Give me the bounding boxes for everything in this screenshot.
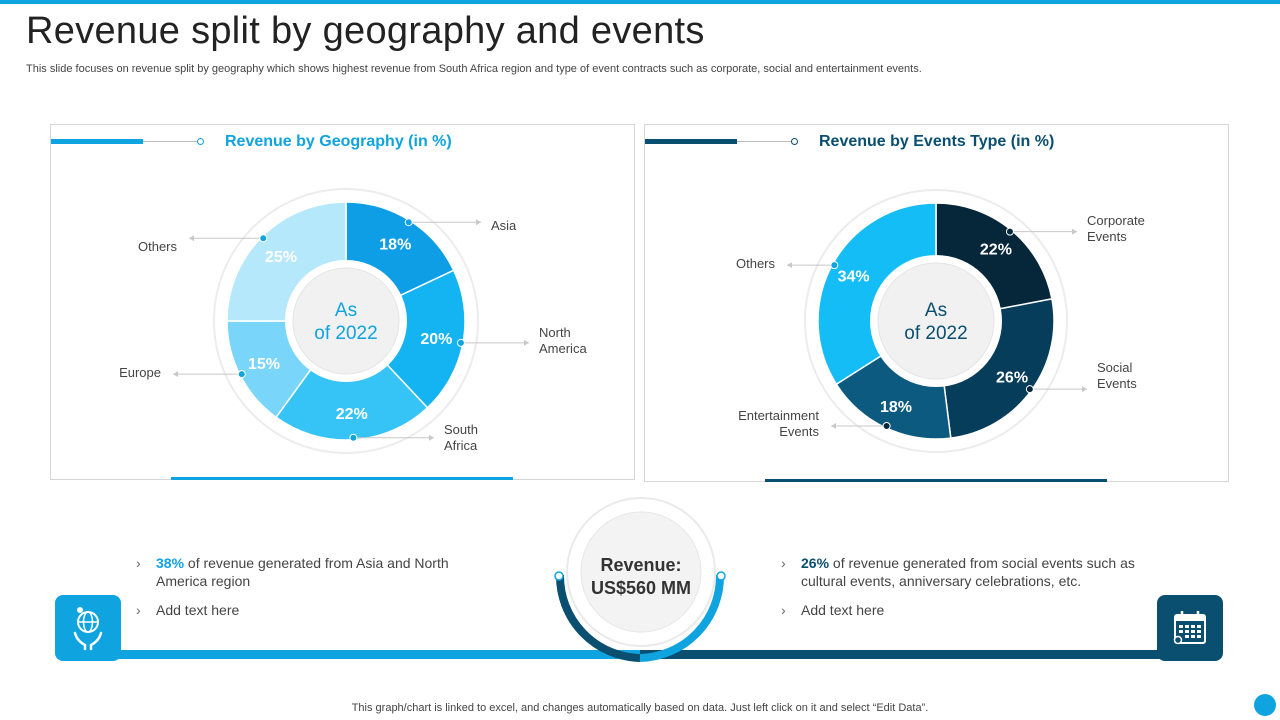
bottom-connector-graphic — [110, 497, 1170, 662]
footer-note: This graph/chart is linked to excel, and… — [351, 702, 929, 714]
callout-dot-others — [259, 234, 268, 243]
corner-dot — [1254, 694, 1276, 716]
callout-arrow-entertainment-events — [831, 422, 836, 429]
left-bullet-1-highlight: 38% — [156, 555, 185, 571]
slice-value-south-africa: 22% — [336, 406, 368, 423]
globe-hands-icon — [73, 607, 103, 651]
callout-dot-north-america — [456, 338, 465, 347]
globe-icon-box — [55, 595, 121, 661]
donut-center-label-2: of 2022 — [904, 323, 967, 344]
callout-arrow-asia — [476, 219, 481, 226]
callout-dot-asia — [404, 218, 413, 227]
chevron-right-icon: › — [781, 602, 786, 618]
callout-dot-social-events — [1025, 385, 1034, 394]
geography-panel: Revenue by Geography (in %) 18% Asia 20% No… — [50, 124, 635, 480]
left-bullet-2: › Add text here — [136, 601, 456, 619]
geography-donut-chart[interactable]: 18% Asia 20% North America 22% South Africa 15% E… — [51, 125, 636, 481]
category-label-entertainment-events: Entertainment Events — [738, 408, 819, 439]
center-revenue-label-line2: US$560 MM — [590, 578, 692, 598]
calendar-icon-box — [1157, 595, 1223, 661]
slice-value-others: 34% — [838, 269, 870, 286]
slice-value-asia: 18% — [379, 236, 411, 253]
callout-arrow-south-africa — [429, 434, 434, 441]
donut-center-label-1: As — [925, 300, 947, 321]
slice-value-social-events: 26% — [996, 369, 1028, 386]
callout-arrow-others — [787, 262, 792, 269]
geography-chart-title: Revenue by Geography (in %) — [225, 133, 452, 150]
donut-center — [292, 267, 400, 375]
left-bullet-1-text: of revenue generated from Asia and North… — [156, 555, 449, 589]
chevron-right-icon: › — [136, 602, 141, 618]
callout-dot-corporate-events — [1005, 227, 1014, 236]
geography-panel-accent-dot — [197, 138, 204, 145]
callout-dot-south-africa — [349, 433, 358, 442]
donut-center — [877, 262, 995, 380]
center-arc-right-dot — [716, 571, 726, 581]
center-arc-right — [639, 574, 725, 662]
slice-value-corporate-events: 22% — [980, 242, 1012, 259]
events-donut-chart[interactable]: 22% Corporate Events 26% Social Events 18% Ente… — [645, 125, 1230, 483]
right-bullet-1-text: of revenue generated from social events … — [801, 555, 1135, 589]
left-bullet-2-text: Add text here — [156, 602, 240, 618]
callout-dot-others — [830, 261, 839, 270]
right-bullet-2-text: Add text here — [801, 602, 885, 618]
slice-value-north-america: 20% — [420, 331, 452, 348]
events-panel-accent — [645, 139, 737, 144]
callout-dot-entertainment-events — [882, 421, 891, 430]
bottom-line-left — [110, 650, 640, 659]
category-label-others: Others — [138, 239, 178, 254]
center-revenue-label-line1: Revenue: — [600, 555, 682, 575]
callout-arrow-others — [189, 235, 194, 242]
callout-dot-europe — [237, 370, 246, 379]
callout-arrow-europe — [173, 371, 178, 378]
callout-arrow-north-america — [524, 339, 529, 346]
geography-panel-accent — [51, 139, 143, 144]
right-bullet-2: › Add text here — [781, 601, 1146, 619]
center-arc-left — [555, 574, 641, 662]
category-label-north-america: North America — [539, 325, 587, 356]
bottom-line-right — [640, 650, 1170, 659]
right-bullet-1-highlight: 26% — [801, 555, 830, 571]
callout-arrow-social-events — [1082, 386, 1087, 393]
events-panel-bottom-bar — [765, 479, 1107, 482]
events-panel-accent-dot — [791, 138, 798, 145]
geography-panel-bottom-bar — [171, 477, 513, 480]
category-label-social-events: Social Events — [1097, 360, 1137, 391]
category-label-corporate-events: Corporate Events — [1087, 213, 1145, 244]
slice-value-entertainment-events: 18% — [880, 399, 912, 416]
center-inner-circle — [580, 511, 702, 633]
slice-value-europe: 15% — [248, 356, 280, 373]
page-title: Revenue split by geography and events — [26, 10, 705, 52]
left-bullet-1: › 38% of revenue generated from Asia and… — [136, 554, 456, 590]
donut-center-label-2: of 2022 — [314, 323, 377, 344]
category-label-south-africa: South Africa — [444, 422, 478, 453]
chevron-right-icon: › — [136, 555, 141, 571]
page-subtitle: This slide focuses on revenue split by g… — [26, 63, 922, 75]
right-bullet-1: › 26% of revenue generated from social e… — [781, 554, 1146, 590]
chevron-right-icon: › — [781, 555, 786, 571]
category-label-asia: Asia — [491, 218, 517, 233]
geography-panel-accent-line — [143, 141, 199, 142]
calendar-icon — [1173, 611, 1206, 645]
category-label-others: Others — [736, 256, 776, 271]
category-label-europe: Europe — [119, 365, 161, 380]
top-accent-strip — [0, 0, 1280, 4]
center-revenue-label: Revenue: US$560 MM — [581, 554, 701, 600]
center-arc-left-dot — [554, 571, 564, 581]
donut-center-label-1: As — [335, 300, 357, 321]
events-chart-title: Revenue by Events Type (in %) — [819, 133, 1055, 150]
callout-arrow-corporate-events — [1072, 228, 1077, 235]
events-panel-accent-line — [737, 141, 793, 142]
slice-value-others: 25% — [265, 249, 297, 266]
events-panel: Revenue by Events Type (in %) 22% Corpora… — [644, 124, 1229, 482]
